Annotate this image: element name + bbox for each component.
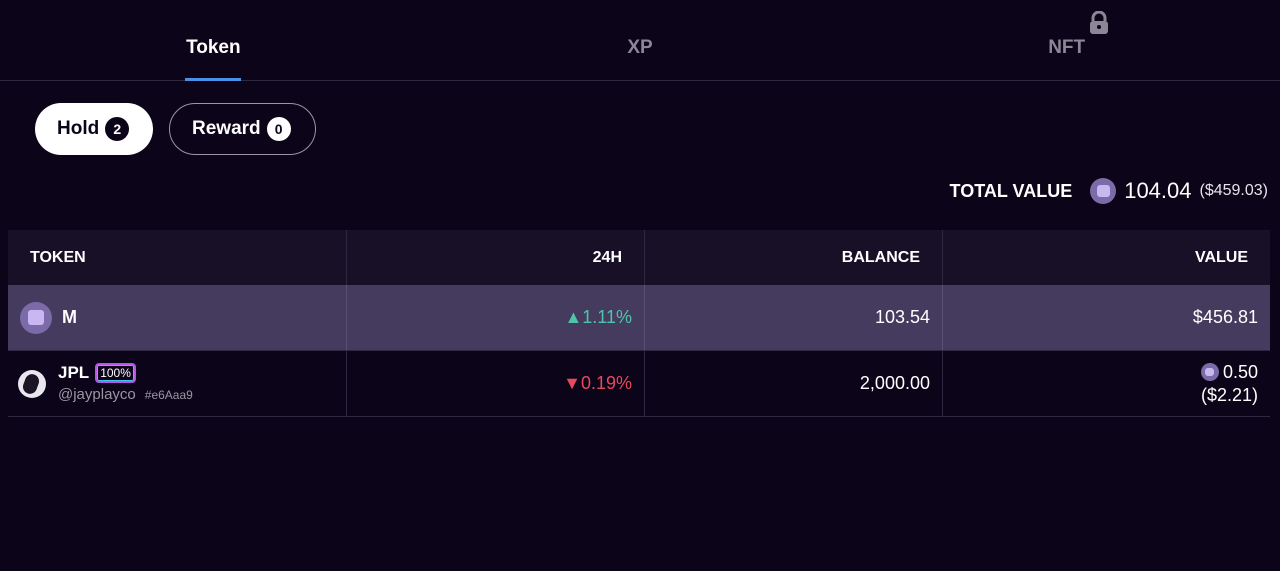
change-cell: ▼0.19% xyxy=(346,351,644,416)
token-table: TOKEN 24H BALANCE VALUE M ▲1.11% 103.54 … xyxy=(8,230,1270,417)
value-cell: 0.50 ($2.21) xyxy=(942,351,1270,416)
jpl-avatar xyxy=(18,369,46,398)
value-cell: $456.81 xyxy=(942,285,1270,350)
reward-count-badge: 0 xyxy=(266,117,291,141)
header-24h[interactable]: 24H xyxy=(346,230,644,285)
balance-cell: 103.54 xyxy=(644,285,942,350)
header-value[interactable]: VALUE xyxy=(942,230,1270,285)
table-row[interactable]: JPL 100% @jayplayco #e6Aaa9 ▼0.19% 2,000… xyxy=(8,351,1270,417)
hold-filter-label: Hold xyxy=(57,118,100,139)
reward-filter-label: Reward xyxy=(192,118,261,139)
tab-xp-label: XP xyxy=(627,36,653,58)
tab-nft-label: NFT xyxy=(1048,36,1086,58)
filter-pills: Hold 2 Reward 0 xyxy=(35,103,316,155)
token-cell: M xyxy=(8,285,346,350)
value-amount: 0.50 xyxy=(1222,362,1258,382)
lock-icon xyxy=(1090,11,1108,34)
total-value-label: TOTAL VALUE xyxy=(949,180,1073,201)
table-row[interactable]: M ▲1.11% 103.54 $456.81 xyxy=(8,285,1270,351)
token-hash: #e6Aaa9 xyxy=(144,387,193,402)
tab-token-label: Token xyxy=(186,36,241,58)
change-cell: ▲1.11% xyxy=(346,285,644,350)
total-value-amount: 104.04 xyxy=(1124,178,1192,203)
creator-handle-link[interactable]: @jayplayco xyxy=(58,385,136,403)
percent-badge: 100% xyxy=(95,362,136,383)
token-name: JPL xyxy=(58,362,90,382)
tab-bar: Token XP NFT xyxy=(0,0,1280,81)
m-coin-icon xyxy=(20,301,52,334)
tab-token[interactable]: Token xyxy=(0,0,427,81)
table-header: TOKEN 24H BALANCE VALUE xyxy=(8,230,1270,285)
active-tab-indicator xyxy=(185,78,242,81)
hold-filter-button[interactable]: Hold 2 xyxy=(35,103,153,155)
m-coin-icon xyxy=(1200,363,1219,382)
header-token[interactable]: TOKEN xyxy=(30,248,86,266)
balance-cell: 2,000.00 xyxy=(644,351,942,416)
total-value: TOTAL VALUE 104.04 ($459.03) xyxy=(950,178,1268,204)
token-cell: JPL 100% @jayplayco #e6Aaa9 xyxy=(8,351,346,416)
m-coin-icon xyxy=(1090,178,1117,204)
tab-xp[interactable]: XP xyxy=(427,0,854,80)
reward-filter-button[interactable]: Reward 0 xyxy=(169,103,316,155)
jpl-info: JPL 100% @jayplayco #e6Aaa9 xyxy=(58,362,193,405)
total-value-usd: ($459.03) xyxy=(1199,182,1269,199)
header-balance[interactable]: BALANCE xyxy=(644,230,942,285)
hold-count-badge: 2 xyxy=(105,117,130,141)
value-usd: ($2.21) xyxy=(1200,384,1258,405)
tab-nft[interactable]: NFT xyxy=(853,0,1280,80)
token-name: M xyxy=(62,307,77,327)
